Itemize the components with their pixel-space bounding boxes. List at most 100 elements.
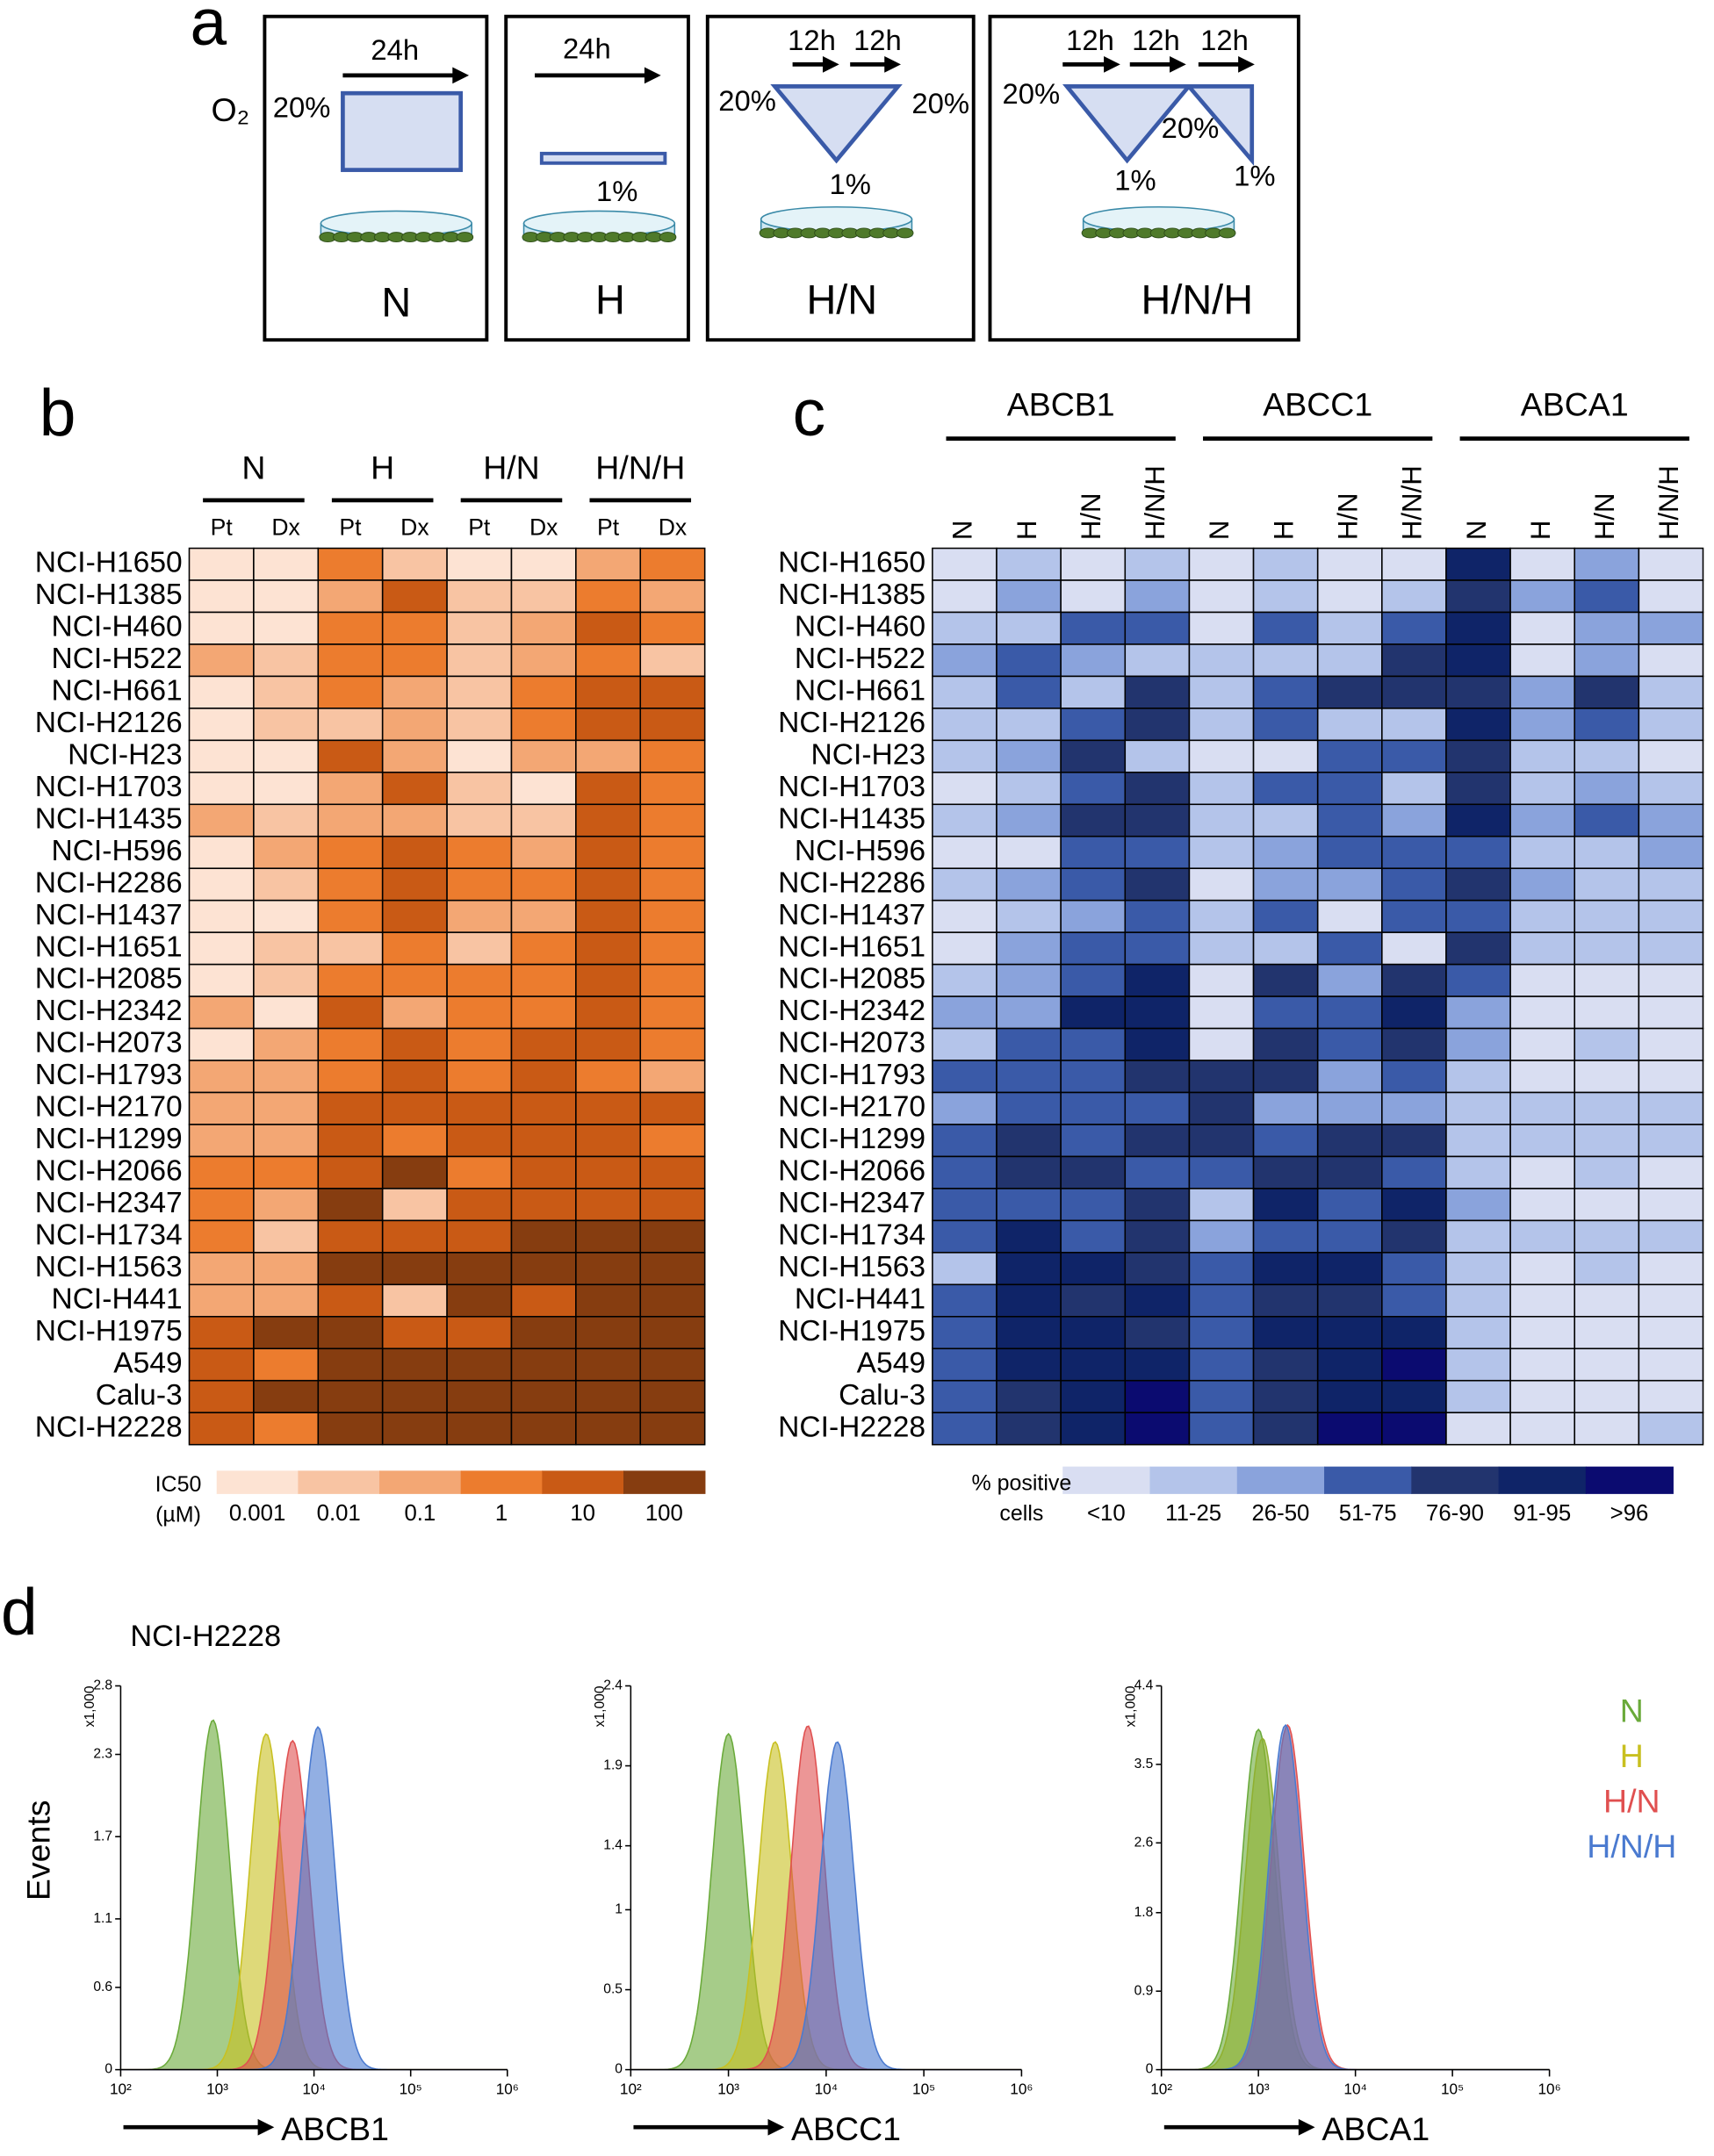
heat-cell	[1381, 1124, 1447, 1158]
heat-cell	[446, 1155, 513, 1189]
column-label: Dx	[271, 514, 299, 541]
heat-cell	[1124, 899, 1191, 933]
label: 20%	[273, 91, 331, 124]
heat-cell	[381, 739, 448, 773]
heat-cell	[446, 867, 513, 902]
row-label: NCI-H460	[51, 611, 182, 643]
heat-cell	[639, 1252, 706, 1286]
heat-cell	[1638, 1348, 1704, 1382]
legend-label: 76-90	[1426, 1501, 1484, 1526]
heat-cell	[317, 1124, 384, 1158]
column-label: H/N	[1589, 492, 1620, 540]
heat-cell	[381, 1316, 448, 1350]
heat-cell	[188, 772, 255, 806]
heat-cell	[932, 1283, 997, 1318]
heat-cell	[188, 1188, 255, 1222]
heat-cell	[188, 1316, 255, 1350]
arrow-head	[1170, 56, 1186, 73]
heat-cell	[932, 675, 997, 709]
legend-swatch	[460, 1470, 544, 1494]
heat-cell	[1574, 1091, 1640, 1125]
heat-cell	[510, 1219, 577, 1254]
heat-cell	[317, 1252, 384, 1286]
heat-cell	[996, 1188, 1062, 1222]
heat-cell	[1445, 739, 1511, 773]
heat-cell	[639, 1027, 706, 1061]
heat-cell	[1252, 1091, 1319, 1125]
heat-cell	[446, 1060, 513, 1094]
heat-cell	[1252, 1219, 1319, 1254]
heat-cell	[317, 739, 384, 773]
row-label: NCI-H2073	[35, 1027, 183, 1060]
heat-cell	[1124, 835, 1191, 870]
heat-cell	[1316, 1155, 1383, 1189]
heat-cell	[932, 611, 997, 645]
heat-cell	[1316, 708, 1383, 742]
heat-cell	[381, 611, 448, 645]
heat-cell	[1381, 611, 1447, 645]
heat-cell	[1188, 611, 1255, 645]
heat-cell	[1509, 963, 1576, 997]
heat-cell	[639, 1124, 706, 1158]
heat-cell	[1381, 1060, 1447, 1094]
heat-cell	[1060, 1124, 1127, 1158]
heat-cell	[575, 995, 642, 1030]
heat-cell	[188, 963, 255, 997]
density-curve	[1161, 1723, 1550, 2071]
heat-cell	[1445, 1091, 1511, 1125]
row-label: NCI-H2066	[778, 1155, 925, 1188]
heat-cell	[510, 1060, 577, 1094]
row-label: Calu-3	[96, 1379, 183, 1412]
legend-swatch	[1498, 1466, 1587, 1494]
heat-cell	[446, 1316, 513, 1350]
heat-cell	[1060, 1283, 1127, 1318]
row-label: NCI-H1299	[35, 1123, 183, 1155]
heat-cell	[1252, 931, 1319, 966]
heat-cell	[575, 931, 642, 966]
heat-cell	[1574, 643, 1640, 678]
heat-cell	[1316, 1252, 1383, 1286]
row-label: NCI-H2286	[778, 866, 925, 899]
heat-cell	[1381, 1252, 1447, 1286]
heat-cell	[446, 611, 513, 645]
heat-cell	[1060, 1348, 1127, 1382]
heat-cell	[575, 1188, 642, 1222]
heat-cell	[1060, 1316, 1127, 1350]
condition-name: H/N	[806, 277, 877, 322]
heat-cell	[510, 1124, 577, 1158]
heat-cell	[1060, 547, 1127, 581]
heat-cell	[1124, 1219, 1191, 1254]
heat-cell	[1252, 1188, 1319, 1222]
o2-level	[1184, 84, 1255, 167]
row-label: NCI-H460	[795, 611, 925, 643]
heat-cell	[510, 1091, 577, 1125]
heat-cell	[1316, 1027, 1383, 1061]
heat-cell	[1188, 1252, 1255, 1286]
heat-cell	[932, 1091, 997, 1125]
heat-cell	[1638, 643, 1704, 678]
heat-cell	[1509, 1124, 1576, 1158]
heat-cell	[1252, 739, 1319, 773]
heat-cell	[1509, 803, 1576, 837]
heat-cell	[381, 1124, 448, 1158]
row-label: NCI-H2347	[35, 1187, 183, 1219]
y-tick-label: 0	[615, 2062, 623, 2077]
heat-cell	[446, 1091, 513, 1125]
x-tick-label: 10⁴	[815, 2081, 838, 2098]
heat-cell	[317, 579, 384, 614]
heat-cell	[1252, 1412, 1319, 1446]
heat-cell	[381, 708, 448, 742]
row-label: A549	[857, 1347, 925, 1379]
heat-cell	[1188, 803, 1255, 837]
heat-cell	[188, 1124, 255, 1158]
panel-label: b	[40, 376, 76, 449]
heat-cell	[1638, 708, 1704, 742]
heat-cell	[1124, 1348, 1191, 1382]
column-label: Dx	[529, 514, 558, 541]
heat-cell	[446, 579, 513, 614]
heat-cell	[1316, 1091, 1383, 1125]
heat-cell	[188, 611, 255, 645]
heat-cell	[932, 899, 997, 933]
heat-cell	[1316, 1124, 1383, 1158]
heat-cell	[1124, 995, 1191, 1030]
